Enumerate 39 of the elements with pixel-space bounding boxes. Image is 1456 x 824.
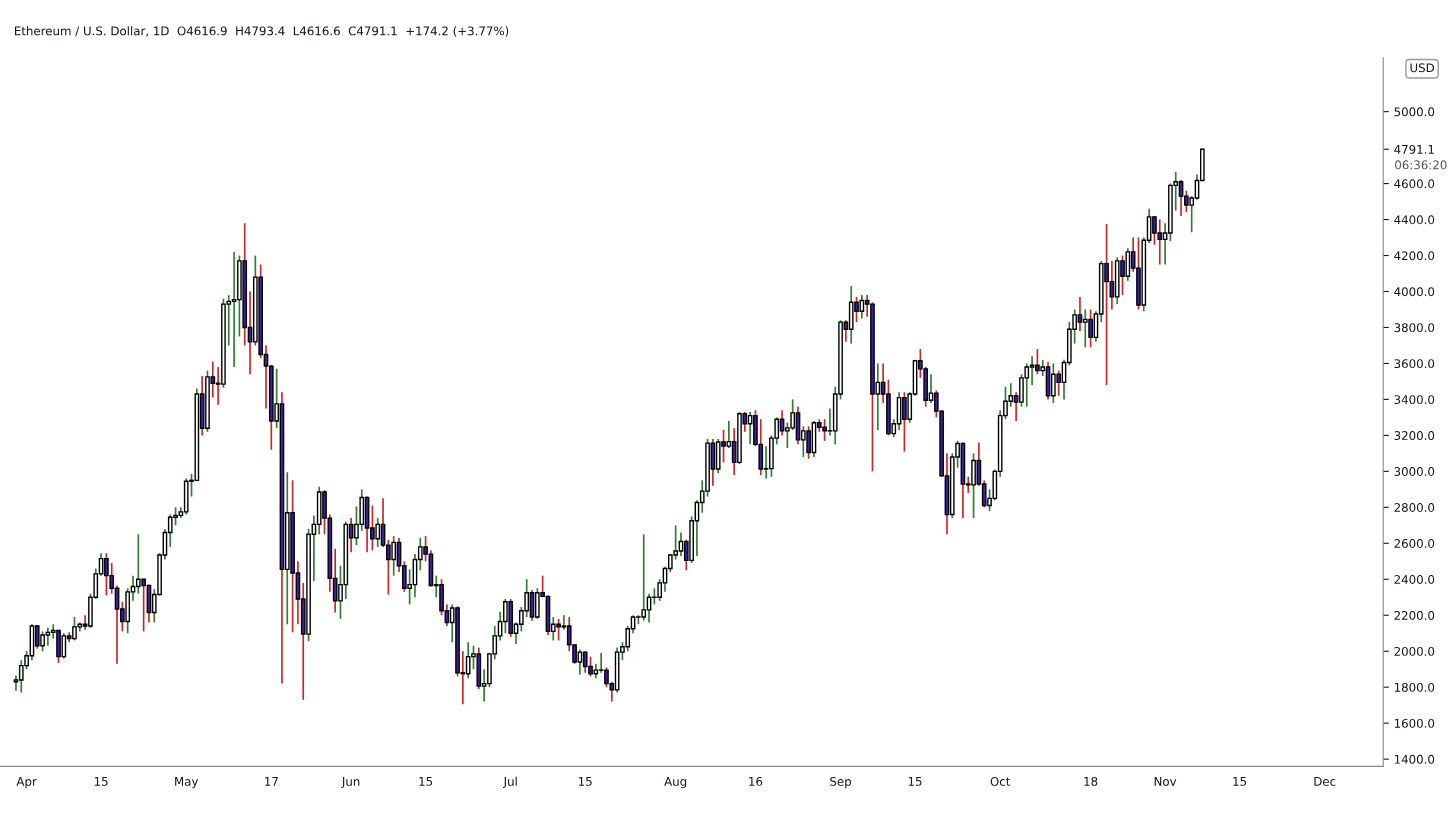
x-tick-label: 18 xyxy=(1084,776,1098,786)
x-tick-label: Jul xyxy=(502,776,517,789)
y-tick-label: 3400.0 xyxy=(1394,395,1435,405)
x-tick-label: 15 xyxy=(94,777,108,786)
x-tick-label: Jun xyxy=(341,777,360,789)
x-tick-label: 16 xyxy=(749,776,763,786)
x-tick-label: 15 xyxy=(578,777,592,786)
y-tick-label: 4600.0 xyxy=(1394,179,1435,189)
x-tick-label: Apr xyxy=(16,777,37,789)
x-tick-label: Oct xyxy=(990,776,1011,786)
y-tick-label: 4200.0 xyxy=(1394,251,1435,261)
y-tick-label: 3800.0 xyxy=(1394,323,1435,333)
x-tick-label: 15 xyxy=(419,777,433,786)
y-tick-label: 4000.0 xyxy=(1394,287,1435,297)
x-tick-label: Dec xyxy=(1314,777,1336,786)
x-tick-label: Sep xyxy=(830,776,852,789)
text: USD xyxy=(1410,63,1434,73)
y-tick-label: 2200.0 xyxy=(1394,610,1435,620)
y-tick-label: 3000.0 xyxy=(1394,467,1435,477)
y-tick-label: 2600.0 xyxy=(1394,539,1435,548)
y-tick-label: 2000.0 xyxy=(1394,646,1435,656)
y-tick-label: 1600.0 xyxy=(1394,718,1435,728)
x-tick-label: Nov xyxy=(1154,777,1177,786)
y-tick-label: 4400.0 xyxy=(1394,215,1435,225)
y-tick-label: 1400.0 xyxy=(1394,754,1435,764)
x-tick-label: 17 xyxy=(265,777,278,786)
chart-title: Ethereum / U.S. Dollar, 1D O4616.9 H4793.4 L4616.6 C4791.1 +174.2 (+3.77%) xyxy=(14,26,509,37)
y-tick-label: 3600.0 xyxy=(1394,359,1435,369)
y-tick-label: 2400.0 xyxy=(1394,574,1435,584)
y-tick-label: 2800.0 xyxy=(1394,503,1435,512)
y-tick-label: 3200.0 xyxy=(1394,431,1435,441)
y-tick-label: 4791.1 xyxy=(1394,144,1434,154)
x-tick-label: 15 xyxy=(908,777,922,786)
x-tick-label: May xyxy=(175,777,199,789)
text: 06:36:20 xyxy=(1395,160,1447,170)
x-tick-label: 15 xyxy=(1233,777,1247,786)
y-tick-label: 5000.0 xyxy=(1394,107,1435,117)
x-tick-label: Aug xyxy=(664,777,687,789)
y-tick-label: 1800.0 xyxy=(1394,682,1435,692)
